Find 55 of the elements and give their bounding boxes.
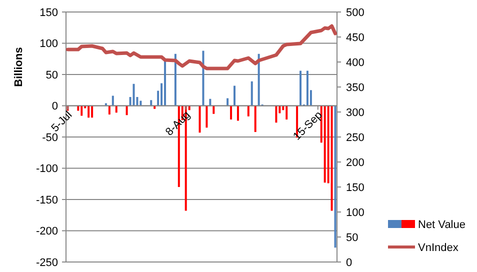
bar [206,106,208,128]
bar [126,106,128,116]
bar [140,100,142,106]
y-tick-label: -150 [36,194,58,206]
bar [230,106,232,120]
bar [330,106,333,211]
line-series [66,24,338,70]
bar [164,60,166,106]
y-tick-label: -50 [42,132,58,144]
y2-tick-label: 300 [346,106,364,119]
bar [112,96,114,106]
y-tick-label: -200 [36,226,58,238]
bar [80,106,83,116]
bar [234,86,236,106]
bar [198,106,201,133]
bar [132,84,135,106]
bar [226,98,229,106]
bar [212,106,215,114]
y2-tick-label: 350 [346,82,364,94]
bar [275,106,278,123]
bar [202,50,204,106]
bar [236,106,239,121]
bar [88,106,90,118]
y-tick-label: 100 [40,38,58,50]
bar [258,54,260,106]
legend-label: VnIndex [418,242,459,254]
y-axis-title: Billions [13,47,25,87]
y2-tick-label: 150 [346,182,364,194]
y2-tick-label: 50 [346,232,358,244]
bar [209,98,212,106]
bar [306,70,308,106]
y-tick-label: -100 [36,163,58,176]
y2-tick-label: 500 [346,6,364,19]
y2-tick-label: 250 [346,132,364,144]
bar [324,106,326,183]
bar [286,106,288,120]
bar [300,70,302,106]
y2-tick-label: 400 [346,56,364,69]
y-tick-label: 0 [52,100,58,113]
y-tick-label: 150 [40,6,58,19]
legend-label: Net Value [418,218,466,231]
bar [91,106,94,118]
y2-tick-label: 100 [346,206,364,219]
y-tick-label: 50 [46,69,58,82]
y2-tick-label: 450 [346,32,364,44]
bar [250,81,253,106]
y2-tick-label: 200 [346,156,364,169]
bar [174,54,176,106]
bar [334,106,336,248]
bar [150,100,152,106]
y2-tick-label: 0 [346,256,352,269]
bar [254,106,256,132]
y-tick-label: -250 [36,256,58,269]
bar [247,106,250,116]
bar [108,106,110,114]
